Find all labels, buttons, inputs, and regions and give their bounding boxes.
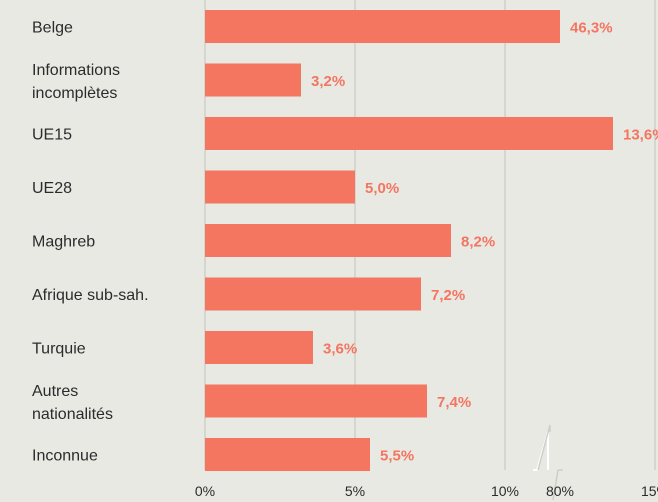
- axis-break-marker: [537, 424, 551, 471]
- category-label: Maghreb: [32, 234, 95, 251]
- bar: [205, 224, 451, 257]
- x-tick-label: 80%: [546, 483, 574, 499]
- category-label: UE28: [32, 180, 72, 197]
- bar: [205, 10, 560, 43]
- axis-break-marker: [533, 431, 549, 471]
- category-labels: Belge Informations incomplètes UE15 UE28 Magh…: [32, 20, 149, 465]
- value-label: 8,2%: [461, 234, 495, 251]
- bar: [205, 63, 301, 97]
- bar: [205, 277, 421, 311]
- category-label: Afrique sub-sah.: [32, 287, 149, 304]
- bars: [205, 10, 613, 471]
- axis-break-marker: [552, 469, 563, 501]
- value-label: 5,5%: [380, 448, 414, 465]
- bar: [205, 438, 370, 471]
- x-tick-label: 15%: [641, 483, 658, 499]
- category-label: Inconnue: [32, 448, 98, 465]
- x-axis-ticks: 0%5%10%15%20%80%: [195, 483, 658, 499]
- category-label: Turquie: [32, 341, 86, 358]
- x-tick-label: 5%: [345, 483, 365, 499]
- value-label: 7,4%: [437, 394, 471, 411]
- bar: [205, 384, 427, 418]
- value-label: 7,2%: [431, 287, 465, 304]
- value-label: 46,3%: [570, 20, 613, 37]
- axis-break: [533, 424, 563, 501]
- value-labels: 46,3% 3,2% 13,6% 5,0% 8,2% 7,2% 3,6% 7,4% 5,5%: [311, 20, 658, 465]
- category-label: Autres nationalités: [32, 383, 113, 423]
- x-tick-label: 10%: [491, 483, 519, 499]
- value-label: 5,0%: [365, 180, 399, 197]
- bar: [205, 331, 313, 364]
- x-tick-label: 0%: [195, 483, 215, 499]
- bar: [205, 170, 355, 204]
- value-label: 13,6%: [623, 127, 658, 144]
- value-label: 3,6%: [323, 341, 357, 358]
- category-label: Informations incomplètes: [32, 62, 120, 102]
- category-label: UE15: [32, 127, 72, 144]
- bar: [205, 117, 613, 150]
- category-label: Belge: [32, 20, 73, 37]
- value-label: 3,2%: [311, 73, 345, 90]
